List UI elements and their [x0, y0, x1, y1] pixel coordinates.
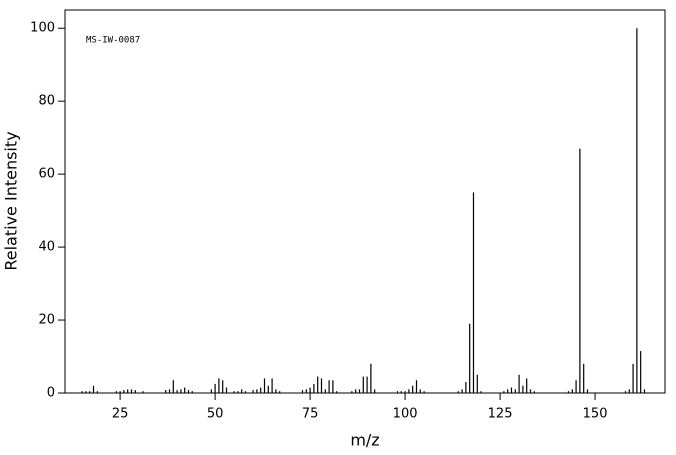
- y-tick-label: 20: [38, 313, 55, 328]
- y-tick-label: 0: [47, 386, 55, 401]
- y-axis-label: Relative Intensity: [2, 131, 21, 270]
- x-tick-label: 25: [112, 407, 129, 422]
- x-tick-label: 50: [207, 407, 224, 422]
- plot-frame: [64, 9, 666, 394]
- y-tick-label: 40: [38, 240, 55, 255]
- x-tick-label: 100: [393, 407, 418, 422]
- x-axis-label: m/z: [350, 431, 379, 450]
- y-tick-label: 60: [38, 167, 55, 182]
- y-tick-label: 100: [30, 21, 55, 36]
- x-tick-label: 75: [302, 407, 319, 422]
- y-tick-label: 80: [38, 94, 55, 109]
- annotation: MS-IW-0087: [86, 36, 140, 46]
- x-tick-label: 125: [488, 407, 513, 422]
- x-tick-label: 150: [583, 407, 608, 422]
